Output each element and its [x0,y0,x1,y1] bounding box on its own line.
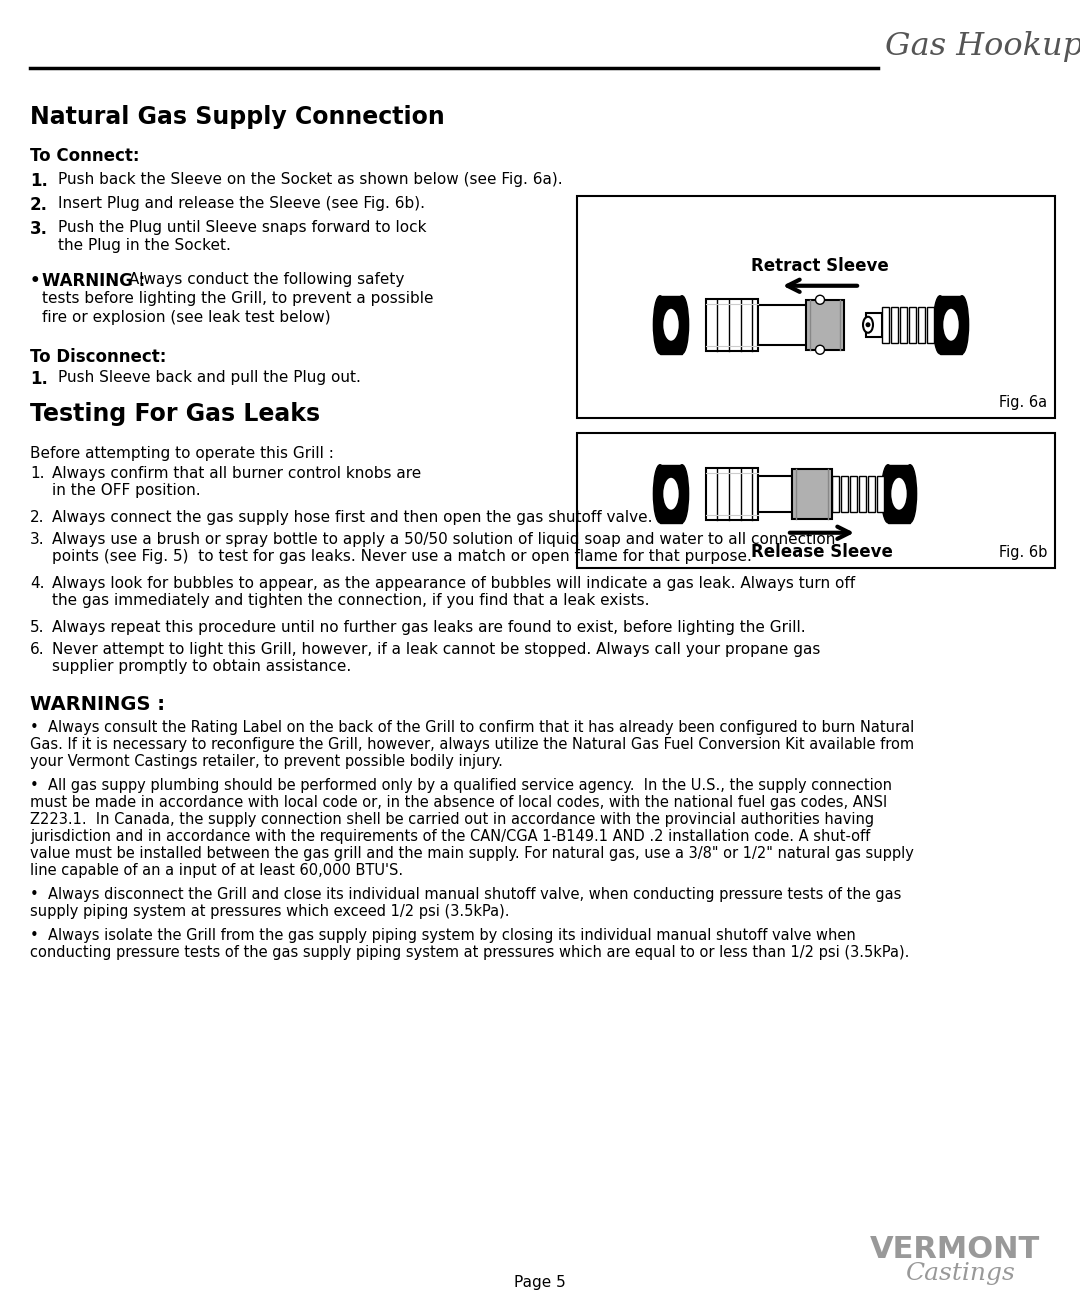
Text: Always repeat this procedure until no further gas leaks are found to exist, befo: Always repeat this procedure until no fu… [52,620,806,635]
Text: •: • [30,271,41,290]
Text: Release Sleeve: Release Sleeve [751,543,893,561]
Bar [792,469,832,519]
Text: 5.: 5. [30,620,44,635]
Text: the Plug in the Socket.: the Plug in the Socket. [58,239,231,253]
Ellipse shape [675,296,689,354]
Ellipse shape [956,296,969,354]
Text: Push Sleeve back and pull the Plug out.: Push Sleeve back and pull the Plug out. [58,370,361,385]
Bar [927,307,934,342]
Text: Z223.1.  In Canada, the supply connection shell be carried out in accordance wit: Z223.1. In Canada, the supply connection… [30,812,874,827]
Text: Retract Sleeve: Retract Sleeve [751,257,889,275]
Bar [832,476,839,511]
Text: supplier promptly to obtain assistance.: supplier promptly to obtain assistance. [52,659,351,674]
Text: Natural Gas Supply Connection: Natural Gas Supply Connection [30,105,445,128]
Text: points (see Fig. 5)  to test for gas leaks. Never use a match or open flame for : points (see Fig. 5) to test for gas leak… [52,549,752,564]
Bar [794,473,806,514]
Ellipse shape [815,345,824,354]
Ellipse shape [653,296,666,354]
Text: Page 5: Page 5 [514,1276,566,1290]
Text: fire or explosion (see leak test below): fire or explosion (see leak test below) [42,309,330,325]
Text: Always connect the gas supply hose first and then open the gas shutoff valve.: Always connect the gas supply hose first… [52,510,652,524]
Text: 2.: 2. [30,510,44,524]
Ellipse shape [903,465,917,523]
Ellipse shape [653,465,666,523]
Text: 1.: 1. [30,465,44,481]
Ellipse shape [933,296,946,354]
Text: Always look for bubbles to appear, as the appearance of bubbles will indicate a : Always look for bubbles to appear, as th… [52,576,855,591]
Ellipse shape [663,477,678,510]
Text: Always use a brush or spray bottle to apply a 50/50 solution of liquid soap and : Always use a brush or spray bottle to ap… [52,532,835,547]
Text: 4.: 4. [30,576,44,591]
Text: 6.: 6. [30,642,44,657]
Bar [706,468,758,519]
Ellipse shape [675,465,689,523]
Text: tests before lighting the Grill, to prevent a possible: tests before lighting the Grill, to prev… [42,291,433,305]
Text: value must be installed between the gas grill and the main supply. For natural g: value must be installed between the gas … [30,846,914,861]
Text: 2.: 2. [30,197,48,214]
Text: •  Always isolate the Grill from the gas supply piping system by closing its ind: • Always isolate the Grill from the gas … [30,928,855,943]
Bar [866,313,882,337]
Text: Fig. 6b: Fig. 6b [999,545,1047,560]
Bar [868,476,875,511]
Text: your Vermont Castings retailer, to prevent possible bodily injury.: your Vermont Castings retailer, to preve… [30,754,503,770]
Bar [758,304,810,345]
Text: WARNINGS :: WARNINGS : [30,695,165,714]
Text: 1.: 1. [30,370,48,388]
Bar [706,299,758,351]
Text: Always conduct the following safety: Always conduct the following safety [124,271,404,287]
Bar [859,476,866,511]
Text: 3.: 3. [30,220,48,239]
Bar [806,300,843,350]
Text: the gas immediately and tighten the connection, if you find that a leak exists.: the gas immediately and tighten the conn… [52,593,649,608]
Text: •  Always disconnect the Grill and close its individual manual shutoff valve, wh: • Always disconnect the Grill and close … [30,888,902,902]
Bar [909,307,916,342]
Bar [758,476,796,511]
Bar [882,307,889,342]
Bar [660,465,681,523]
Text: Castings: Castings [905,1262,1015,1285]
Text: Gas Hookup: Gas Hookup [885,31,1080,62]
Ellipse shape [943,309,959,341]
Text: To Connect:: To Connect: [30,147,139,165]
Text: line capable of an a input of at least 60,000 BTU'S.: line capable of an a input of at least 6… [30,863,403,878]
Text: 3.: 3. [30,532,44,547]
Text: Gas. If it is necessary to reconfigure the Grill, however, always utilize the Na: Gas. If it is necessary to reconfigure t… [30,737,914,753]
Bar [891,307,897,342]
Text: •  Always consult the Rating Label on the back of the Grill to confirm that it h: • Always consult the Rating Label on the… [30,720,915,735]
Text: Before attempting to operate this Grill :: Before attempting to operate this Grill … [30,446,334,461]
Ellipse shape [815,295,824,304]
Text: Never attempt to light this Grill, however, if a leak cannot be stopped. Always : Never attempt to light this Grill, howev… [52,642,821,657]
Ellipse shape [881,465,894,523]
Text: must be made in accordance with local code or, in the absence of local codes, wi: must be made in accordance with local co… [30,794,888,810]
Bar [877,476,885,511]
Text: Testing For Gas Leaks: Testing For Gas Leaks [30,402,320,426]
Text: jurisdiction and in accordance with the requirements of the CAN/CGA 1-B149.1 AND: jurisdiction and in accordance with the … [30,829,870,844]
Bar [918,307,924,342]
Text: •  All gas suppy plumbing should be performed only by a qualified service agency: • All gas suppy plumbing should be perfo… [30,777,892,793]
Ellipse shape [863,317,873,333]
Bar [900,307,907,342]
Bar [577,433,1055,568]
Bar [850,476,858,511]
Bar [660,296,681,354]
Text: in the OFF position.: in the OFF position. [52,482,201,498]
Ellipse shape [891,477,907,510]
Text: Fig. 6a: Fig. 6a [999,395,1047,410]
Bar [888,465,910,523]
Text: To Disconnect:: To Disconnect: [30,347,166,366]
Text: 1.: 1. [30,172,48,190]
Bar [841,476,848,511]
Bar [940,296,962,354]
Ellipse shape [865,323,870,328]
Text: supply piping system at pressures which exceed 1/2 psi (3.5kPa).: supply piping system at pressures which … [30,905,510,919]
Text: Push the Plug until Sleeve snaps forward to lock: Push the Plug until Sleeve snaps forward… [58,220,427,235]
Text: Always confirm that all burner control knobs are: Always confirm that all burner control k… [52,465,421,481]
Text: Insert Plug and release the Sleeve (see Fig. 6b).: Insert Plug and release the Sleeve (see … [58,197,426,211]
Ellipse shape [663,309,678,341]
Text: conducting pressure tests of the gas supply piping system at pressures which are: conducting pressure tests of the gas sup… [30,945,909,960]
Bar [577,197,1055,418]
Text: Push back the Sleeve on the Socket as shown below (see Fig. 6a).: Push back the Sleeve on the Socket as sh… [58,172,563,187]
Text: WARNING :: WARNING : [42,271,145,290]
Text: VERMONT: VERMONT [870,1235,1040,1264]
